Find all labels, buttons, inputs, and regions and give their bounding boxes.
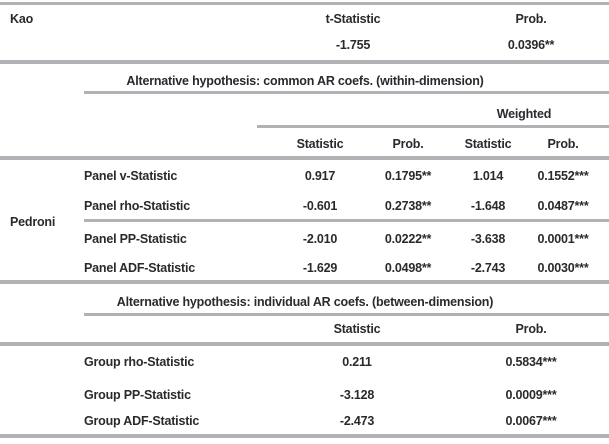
kao-value-row: -1.755 0.0396** xyxy=(0,37,609,53)
within-header-rule xyxy=(0,156,609,160)
prob-value: 0.2738** xyxy=(384,199,432,213)
weighted-prob-value: 0.1552*** xyxy=(537,169,589,183)
kao-t-statistic-header: t-Statistic xyxy=(325,12,381,26)
table-row-group-adf: Group ADF-Statistic -2.473 0.0067*** xyxy=(0,413,609,429)
statistic-value: 0.917 xyxy=(304,169,336,183)
statistic-value: -0.601 xyxy=(302,199,338,213)
row-label: Panel v-Statistic xyxy=(84,169,178,183)
table-bottom-rule xyxy=(0,434,609,438)
between-column-header-row: Statistic Prob. xyxy=(0,321,609,337)
pedroni-label: Pedroni xyxy=(10,215,56,229)
within-column-header-row: Statistic Prob. Statistic Prob. xyxy=(0,136,609,152)
between-title-rule xyxy=(84,313,609,316)
weighted-label: Weighted xyxy=(496,107,552,121)
table-row-panel-v: Panel v-Statistic 0.917 0.1795** 1.014 0… xyxy=(0,168,609,184)
within-weighted-statistic-header: Statistic xyxy=(464,137,512,151)
row-label: Panel PP-Statistic xyxy=(84,232,187,246)
prob-value: 0.0009*** xyxy=(505,388,557,402)
table-row-group-rho: Group rho-Statistic 0.211 0.5834*** xyxy=(0,354,609,370)
within-prob-header: Prob. xyxy=(392,137,424,151)
statistic-value: -1.629 xyxy=(302,261,338,275)
weighted-statistic-value: -1.648 xyxy=(470,199,506,213)
table-row-panel-adf: Panel ADF-Statistic -1.629 0.0498** -2.7… xyxy=(0,260,609,276)
kao-label: Kao xyxy=(10,12,34,26)
within-section-rule xyxy=(0,280,609,284)
statistic-value: -2.010 xyxy=(302,232,338,246)
between-statistic-header: Statistic xyxy=(333,322,381,336)
row-label: Panel rho-Statistic xyxy=(84,199,190,213)
between-dimension-title: Alternative hypothesis: individual AR co… xyxy=(116,295,494,309)
statistic-value: 0.211 xyxy=(342,355,372,369)
between-header-rule xyxy=(0,342,609,346)
weighted-statistic-value: -2.743 xyxy=(470,261,506,275)
prob-value: 0.0498** xyxy=(384,261,432,275)
kao-prob-value: 0.0396** xyxy=(507,38,555,52)
kao-prob-header: Prob. xyxy=(515,12,547,26)
table-top-rule xyxy=(0,2,609,5)
kao-section-rule xyxy=(0,60,609,64)
kao-header-row: Kao t-Statistic Prob. xyxy=(0,11,609,27)
within-statistic-header: Statistic xyxy=(296,137,344,151)
row-label: Group PP-Statistic xyxy=(84,388,191,402)
weighted-prob-value: 0.0030*** xyxy=(537,261,589,275)
row-label: Group ADF-Statistic xyxy=(84,414,200,428)
kao-t-statistic-value: -1.755 xyxy=(335,38,371,52)
weighted-statistic-value: -3.638 xyxy=(470,232,506,246)
weighted-prob-value: 0.0001*** xyxy=(537,232,589,246)
prob-value: 0.0067*** xyxy=(505,414,557,428)
prob-value: 0.5834*** xyxy=(505,355,557,369)
between-prob-header: Prob. xyxy=(515,322,547,336)
statistic-value: -2.473 xyxy=(339,414,375,428)
within-dimension-title: Alternative hypothesis: common AR coefs.… xyxy=(126,74,484,88)
weighted-prob-value: 0.0487*** xyxy=(537,199,589,213)
weighted-columns-rule xyxy=(257,125,609,128)
pedroni-mid-rule xyxy=(84,219,609,222)
table-row-group-pp: Group PP-Statistic -3.128 0.0009*** xyxy=(0,387,609,403)
within-weighted-prob-header: Prob. xyxy=(547,137,579,151)
prob-value: 0.0222** xyxy=(384,232,432,246)
prob-value: 0.1795** xyxy=(384,169,432,183)
table-row-panel-rho: Panel rho-Statistic -0.601 0.2738** -1.6… xyxy=(0,198,609,214)
statistic-value: -3.128 xyxy=(339,388,375,402)
row-label: Panel ADF-Statistic xyxy=(84,261,196,275)
weighted-statistic-value: 1.014 xyxy=(472,169,504,183)
table-row-panel-pp: Panel PP-Statistic -2.010 0.0222** -3.63… xyxy=(0,231,609,247)
row-label: Group rho-Statistic xyxy=(84,355,195,369)
within-title-rule xyxy=(84,91,609,94)
